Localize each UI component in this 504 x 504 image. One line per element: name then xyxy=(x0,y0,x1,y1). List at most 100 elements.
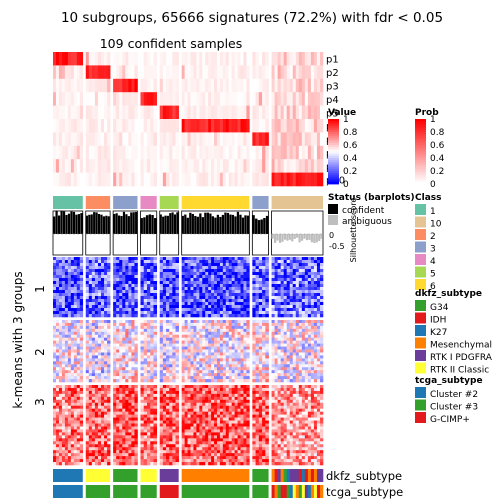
heat-cell xyxy=(131,311,135,315)
heat-cell xyxy=(76,417,81,421)
heat-cell xyxy=(202,290,206,294)
heat-cell xyxy=(246,290,250,294)
prob-cell xyxy=(64,159,69,173)
heat-cell xyxy=(143,379,148,383)
heat-cell xyxy=(91,358,96,362)
prob-cell xyxy=(91,119,96,133)
heat-cell xyxy=(240,352,244,356)
heat-cell xyxy=(159,441,164,445)
heat-cell xyxy=(91,257,96,261)
heat-cell xyxy=(234,423,238,427)
prob-cell xyxy=(91,92,96,106)
heat-cell xyxy=(193,390,197,395)
prob-cell xyxy=(162,92,167,106)
heat-cell xyxy=(134,414,138,418)
heat-cell xyxy=(187,453,191,457)
prob-cell xyxy=(153,145,158,160)
heat-cell xyxy=(79,272,84,276)
heat-cell xyxy=(225,361,230,365)
prob-cell xyxy=(67,119,72,133)
prob-cell xyxy=(122,105,126,120)
heat-cell xyxy=(125,275,129,279)
heat-cell xyxy=(73,272,78,276)
heat-cell xyxy=(131,405,135,410)
heat-cell xyxy=(55,453,60,457)
heat-cell xyxy=(107,349,111,353)
heat-cell xyxy=(208,346,212,350)
heat-cell xyxy=(122,299,126,303)
heat-cell xyxy=(199,352,203,356)
heat-cell xyxy=(211,373,215,377)
heat-cell xyxy=(76,293,81,297)
heat-cell xyxy=(94,328,99,333)
heat-cell xyxy=(113,459,117,463)
heat-cell xyxy=(246,272,250,276)
silhouette-bar xyxy=(113,213,116,234)
heat-cell xyxy=(222,308,227,312)
heat-cell xyxy=(104,302,108,306)
heat-cell xyxy=(205,441,209,445)
heat-cell xyxy=(184,405,188,410)
heat-cell xyxy=(216,417,221,421)
heat-cell xyxy=(214,450,218,454)
heat-cell xyxy=(143,266,148,270)
heat-cell xyxy=(100,438,105,442)
heat-cell xyxy=(159,417,164,421)
heat-cell xyxy=(243,314,247,318)
prob-cell xyxy=(274,119,278,133)
heat-cell xyxy=(225,364,230,368)
prob-cell xyxy=(240,172,244,187)
prob-cell xyxy=(208,52,212,66)
heat-cell xyxy=(76,290,81,294)
heat-cell xyxy=(190,420,194,424)
heat-cell xyxy=(100,417,105,421)
heat-cell xyxy=(169,426,173,430)
heat-cell xyxy=(214,379,218,383)
prob-cell xyxy=(319,172,324,187)
heat-cell xyxy=(153,390,158,395)
prob-cell xyxy=(289,172,294,187)
heat-cell xyxy=(166,379,170,383)
heat-cell xyxy=(222,444,227,448)
heat-cell xyxy=(100,346,105,350)
heat-cell xyxy=(199,311,203,315)
heat-cell xyxy=(79,390,84,395)
heat-cell xyxy=(175,361,179,365)
heat-cell xyxy=(85,373,90,377)
heat-cell xyxy=(187,364,191,368)
prob-cell xyxy=(166,52,170,66)
heat-cell xyxy=(246,402,250,407)
prob-cell xyxy=(225,92,230,106)
silhouette-bar xyxy=(196,216,199,234)
heat-cell xyxy=(131,352,135,356)
heat-cell xyxy=(240,269,244,273)
heat-cell xyxy=(53,441,57,445)
heat-cell xyxy=(85,322,90,327)
heat-cell xyxy=(70,444,75,448)
heat-cell xyxy=(222,361,227,365)
heat-cell xyxy=(214,272,218,276)
heat-cell xyxy=(193,385,197,389)
heat-cell xyxy=(162,284,167,288)
heat-cell xyxy=(181,334,185,339)
heat-cell xyxy=(190,266,194,270)
prob-cell xyxy=(61,92,66,106)
heat-cell xyxy=(150,322,154,327)
prob-cell xyxy=(252,92,256,106)
prob-cell xyxy=(211,145,215,160)
heat-cell xyxy=(125,390,129,395)
heat-cell xyxy=(237,364,241,368)
heat-cell xyxy=(125,325,129,330)
heat-cell xyxy=(97,337,102,341)
heat-cell xyxy=(150,364,154,368)
heat-cell xyxy=(190,278,194,282)
heat-cell xyxy=(76,438,81,442)
heat-cell xyxy=(190,314,194,318)
prob-cell xyxy=(277,78,281,93)
heat-cell xyxy=(208,420,212,424)
heat-cell xyxy=(216,287,221,291)
heat-cell xyxy=(53,387,57,392)
heat-cell xyxy=(76,408,81,412)
prob-cell xyxy=(193,159,197,173)
heat-cell xyxy=(64,260,69,264)
